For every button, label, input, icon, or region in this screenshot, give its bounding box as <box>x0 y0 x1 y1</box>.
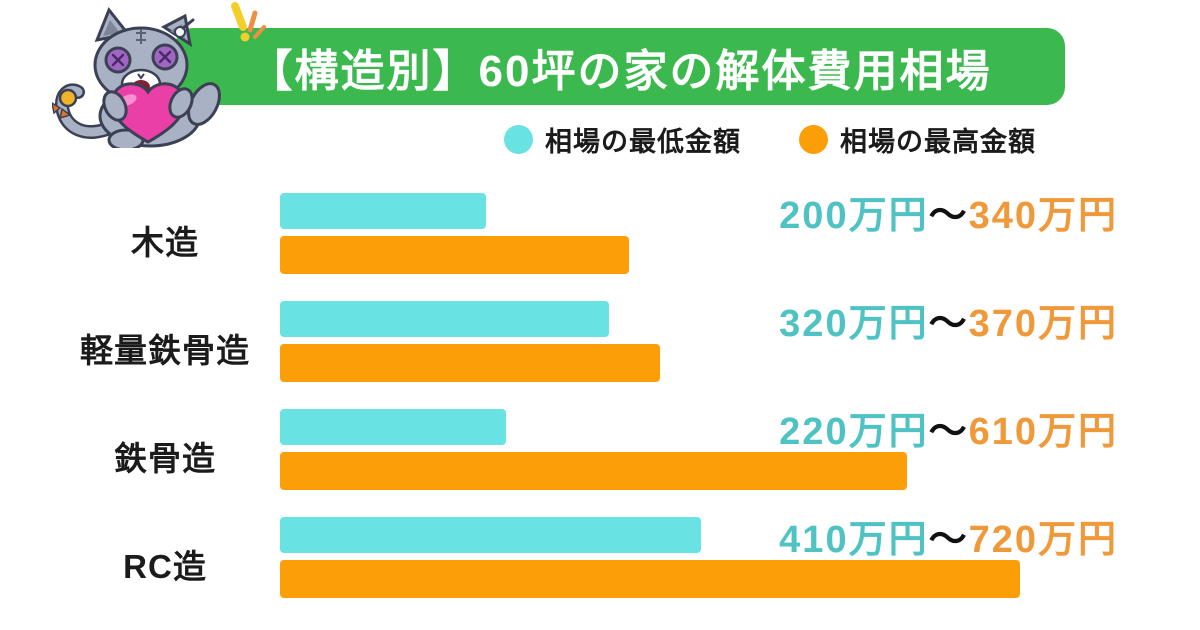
row-label: 鉄骨造 <box>114 440 216 477</box>
value-max: 340万円 <box>968 194 1118 237</box>
value-separator: ～ <box>928 410 969 453</box>
cat-mascot-icon <box>52 2 266 148</box>
chart-row: RC造 410万円 ～ 720万円 <box>60 510 1140 618</box>
bars-area <box>280 510 1020 618</box>
value-max: 610万円 <box>968 410 1118 453</box>
legend-min-label: 相場の最低金額 <box>545 126 741 157</box>
bars-area <box>280 402 1020 510</box>
legend-max-dot <box>799 124 828 154</box>
chart-row: 木造 200万円 ～ 340万円 <box>60 186 1140 294</box>
legend-min-dot <box>504 124 533 154</box>
safety-pin-icon <box>174 18 195 38</box>
page-title: 【構造別】60坪の家の解体費用相場 <box>248 46 992 96</box>
value-separator: ～ <box>928 194 969 237</box>
bar-min <box>280 517 702 553</box>
legend-item-max: 相場の最高金額 <box>799 120 1036 159</box>
button-eye-icon <box>104 43 179 74</box>
value-separator: ～ <box>928 518 969 561</box>
value-min: 200万円 <box>779 194 929 237</box>
value-max: 370万円 <box>968 302 1118 345</box>
bar-chart: 木造 200万円 ～ 340万円 軽量鉄骨造 320万円 ～ 370万円 鉄骨造 <box>60 186 1140 618</box>
row-value: 410万円 ～ 720万円 <box>779 511 1118 561</box>
sparkle-icon <box>231 2 266 42</box>
chart-row: 鉄骨造 220万円 ～ 610万円 <box>60 402 1140 510</box>
row-label: RC造 <box>123 548 207 585</box>
value-min: 220万円 <box>779 410 929 453</box>
legend-item-min: 相場の最低金額 <box>504 120 741 159</box>
value-min: 410万円 <box>779 518 929 561</box>
bar-max <box>280 236 630 274</box>
chart-row: 軽量鉄骨造 320万円 ～ 370万円 <box>60 294 1140 402</box>
value-max: 720万円 <box>968 518 1118 561</box>
bar-max <box>280 560 1020 598</box>
bars-area <box>280 186 1020 294</box>
row-label: 木造 <box>131 224 199 261</box>
title-banner: 【構造別】60坪の家の解体費用相場 <box>175 28 1065 105</box>
bars-area <box>280 294 1020 402</box>
bar-min <box>280 193 486 229</box>
heart-icon <box>110 82 186 144</box>
row-value: 200万円 ～ 340万円 <box>779 187 1118 237</box>
row-label: 軽量鉄骨造 <box>80 332 250 369</box>
legend: 相場の最低金額 相場の最高金額 <box>440 118 1100 160</box>
bar-min <box>280 409 507 445</box>
value-min: 320万円 <box>779 302 929 345</box>
bar-max <box>280 452 907 490</box>
bar-min <box>280 301 609 337</box>
row-value: 320万円 ～ 370万円 <box>779 295 1118 345</box>
legend-max-label: 相場の最高金額 <box>840 126 1036 157</box>
row-value: 220万円 ～ 610万円 <box>779 403 1118 453</box>
value-separator: ～ <box>928 302 969 345</box>
bar-max <box>280 344 661 382</box>
